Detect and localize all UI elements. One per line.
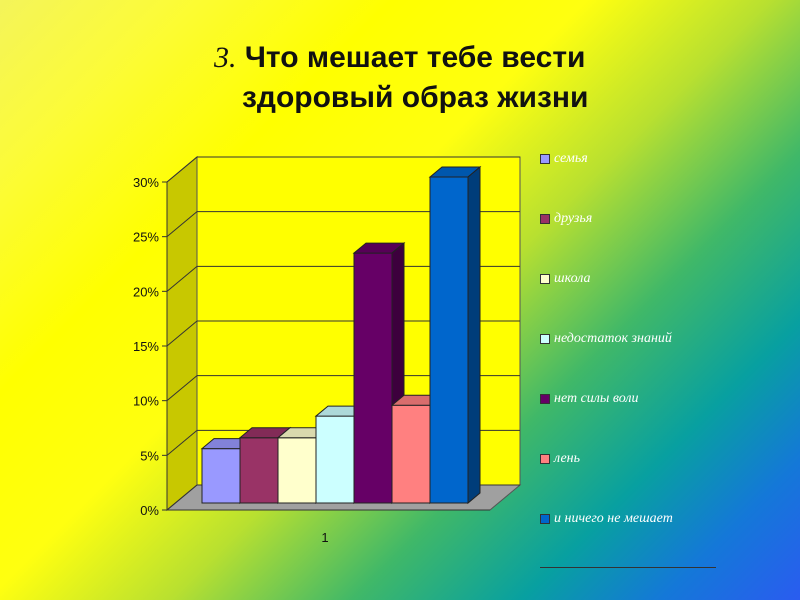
legend-label: недостаток знаний xyxy=(554,331,672,346)
bar-front xyxy=(391,404,431,504)
bar xyxy=(428,165,482,505)
chart-title: 3. Что мешает тебе вести здоровый образ … xyxy=(214,38,694,118)
y-tick-label: 25% xyxy=(133,230,159,245)
legend-swatch xyxy=(540,274,550,284)
gridline-side xyxy=(166,265,198,292)
y-tick-label: 15% xyxy=(133,339,159,354)
legend-item: нет силы воли xyxy=(540,390,639,408)
legend-label: и ничего не мешает xyxy=(554,511,673,526)
legend-label: школа xyxy=(554,271,591,286)
legend-item: и ничего не мешает xyxy=(540,510,673,528)
gridline-side xyxy=(166,211,198,238)
x-tick-label: 1 xyxy=(321,530,328,545)
gridline-side xyxy=(166,320,198,347)
legend-divider xyxy=(540,567,716,568)
legend-item: недостаток знаний xyxy=(540,330,672,348)
x-axis-ticks: 1 xyxy=(321,530,328,545)
y-tick-label: 20% xyxy=(133,284,159,299)
bar-front xyxy=(429,176,469,504)
title-number: 3. xyxy=(214,41,237,74)
bar-side xyxy=(467,165,481,505)
bar-front xyxy=(201,448,241,504)
y-tick-label: 10% xyxy=(133,394,159,409)
title-line-2: здоровый образ жизни xyxy=(242,81,589,114)
title-line-1: Что мешает тебе вести xyxy=(244,41,586,74)
legend-swatch xyxy=(540,394,550,404)
gridline-side xyxy=(166,375,198,402)
legend-item: школа xyxy=(540,270,591,288)
legend-item: друзья xyxy=(540,210,592,228)
y-axis-ticks: 0% 5% 10% 15% 20% 25% 30% xyxy=(133,175,159,518)
y-tick-label: 5% xyxy=(140,448,159,463)
gridline-side xyxy=(166,484,198,511)
legend-label: семья xyxy=(554,151,588,166)
bar-front xyxy=(315,415,355,504)
legend-label: друзья xyxy=(554,211,593,226)
y-tick-label: 0% xyxy=(140,503,159,518)
bar-front xyxy=(277,437,317,504)
legend-label: лень xyxy=(554,451,580,466)
bar-front xyxy=(239,437,279,504)
chart-bars xyxy=(200,165,482,505)
legend-swatch xyxy=(540,514,550,524)
legend-swatch xyxy=(540,154,550,164)
legend-swatch xyxy=(540,334,550,344)
bar-front xyxy=(353,252,393,504)
gridline-side xyxy=(166,156,198,183)
y-tick-label: 30% xyxy=(133,175,159,190)
legend-label: нет силы воли xyxy=(554,391,639,406)
gridline-side xyxy=(166,429,198,456)
legend-item: лень xyxy=(540,450,580,468)
legend-swatch xyxy=(540,214,550,224)
legend-item: семья xyxy=(540,150,588,168)
legend-swatch xyxy=(540,454,550,464)
